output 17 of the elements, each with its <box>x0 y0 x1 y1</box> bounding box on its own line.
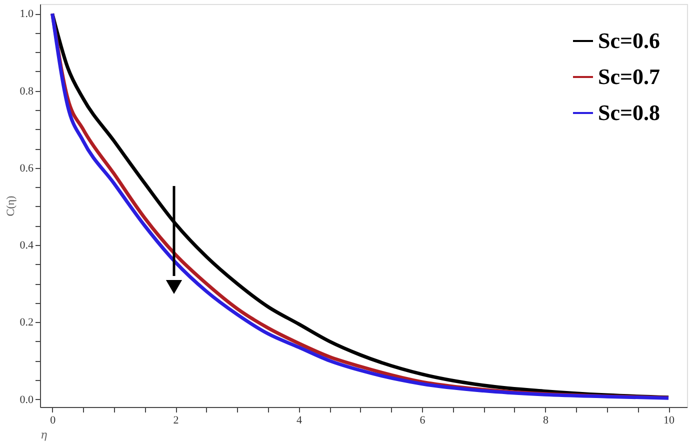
x-tick-label: 10 <box>664 414 676 426</box>
y-tick-label: 0.0 <box>20 394 34 406</box>
x-tick-label: 4 <box>296 414 303 426</box>
y-tick-label: 0.4 <box>20 240 34 252</box>
x-tick-label: 2 <box>173 414 179 426</box>
legend-label: Sc=0.8 <box>598 100 660 125</box>
x-tick-label: 0 <box>50 414 56 426</box>
y-tick-label: 1.0 <box>20 8 34 20</box>
legend-label: Sc=0.7 <box>598 64 660 89</box>
x-axis-title: η <box>40 428 48 442</box>
legend-label: Sc=0.6 <box>598 28 660 53</box>
y-tick-label: 0.8 <box>20 85 34 98</box>
y-axis-title: C(η) <box>4 195 17 216</box>
x-tick-label: 8 <box>543 414 550 426</box>
x-tick-label: 6 <box>420 414 426 426</box>
y-tick-label: 0.2 <box>20 316 34 329</box>
y-tick-label: 0.6 <box>20 162 34 174</box>
